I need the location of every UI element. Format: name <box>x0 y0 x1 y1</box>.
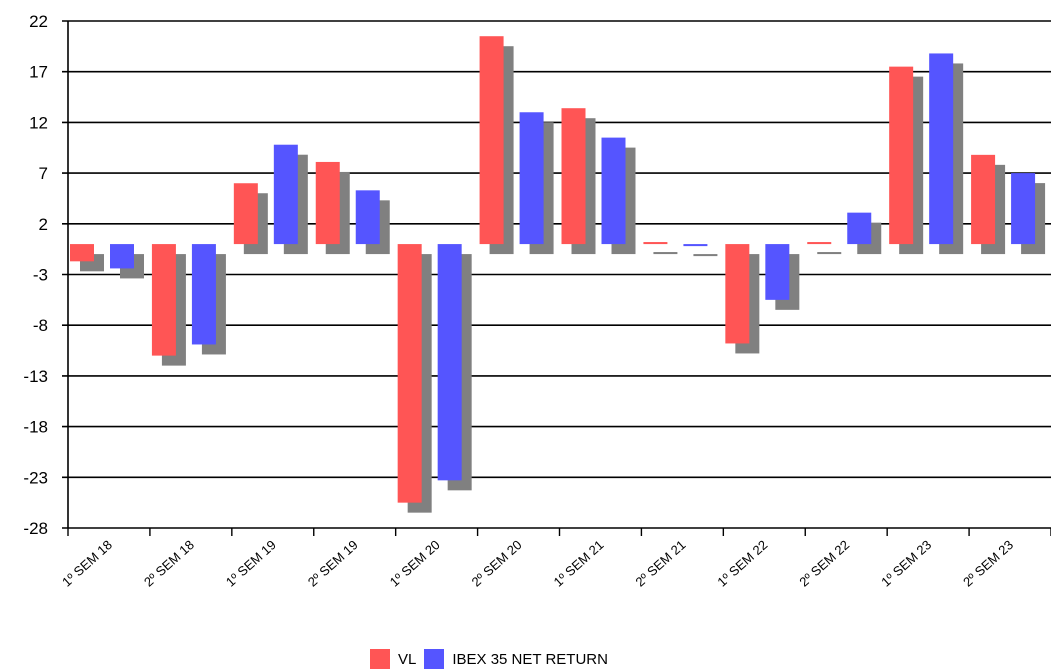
bar-vl <box>315 161 340 245</box>
bar-vl <box>479 36 504 245</box>
legend-item-ibex: IBEX 35 NET RETURN <box>424 649 608 669</box>
bar-vl <box>889 66 914 245</box>
legend-label-vl: VL <box>398 650 417 668</box>
legend-label-ibex: IBEX 35 NET RETURN <box>452 650 608 668</box>
y-axis-ticks: 22 17 12 7 2 -3 -8 -13 -18 -23 -28 <box>23 12 48 538</box>
gridlines <box>62 20 1051 529</box>
x-tick-label: 2º SEM 18 <box>141 537 197 590</box>
y-tick-label: -3 <box>33 266 48 285</box>
bar-vl <box>397 244 422 503</box>
y-tick-label: -13 <box>23 367 48 386</box>
bar-vl <box>725 244 750 344</box>
x-tick-label: 2º SEM 20 <box>469 537 525 590</box>
y-tick-label: 2 <box>39 215 48 234</box>
x-tick-label: 2º SEM 23 <box>960 537 1016 590</box>
bar-ibex <box>437 244 462 481</box>
x-tick-label: 1º SEM 23 <box>878 537 934 590</box>
bar-vl <box>233 183 258 245</box>
bar-ibex <box>847 212 872 245</box>
bar-ibex <box>765 244 790 300</box>
bar-vl <box>561 108 586 245</box>
bar-shadow <box>653 252 678 255</box>
bar-ibex <box>1011 173 1036 245</box>
y-tick-label: 7 <box>39 164 48 183</box>
legend: VL IBEX 35 NET RETURN <box>370 648 608 670</box>
bar-vl <box>971 154 996 245</box>
x-tick-label: 1º SEM 22 <box>714 537 770 590</box>
y-tick-label: 12 <box>29 113 48 132</box>
y-tick-label: 22 <box>29 12 48 31</box>
bar-chart: 22 17 12 7 2 -3 -8 -13 -18 -23 -28 1º SEM 18 2º SEM… <box>23 12 1051 590</box>
bar-ibex <box>601 137 626 245</box>
x-axis-labels: 1º SEM 18 2º SEM 18 1º SEM 19 2º SEM 19 1º S… <box>59 537 1016 590</box>
x-tick-label: 1º SEM 21 <box>551 537 607 590</box>
y-tick-label: -8 <box>33 316 48 335</box>
x-tick-label: 1º SEM 20 <box>387 537 443 590</box>
bar-ibex <box>273 144 298 245</box>
bar-ibex <box>683 244 708 247</box>
y-tick-label: -23 <box>23 468 48 487</box>
bar-ibex <box>110 244 134 269</box>
legend-item-vl: VL <box>370 649 416 669</box>
y-tick-label: -18 <box>23 418 48 437</box>
y-tick-label: 17 <box>29 63 48 82</box>
bar-shadow <box>817 252 842 255</box>
x-tick-label: 1º SEM 19 <box>223 537 279 590</box>
bars <box>70 36 1036 503</box>
bar-ibex <box>519 112 544 245</box>
x-axis <box>67 21 1051 536</box>
x-tick-label: 2º SEM 21 <box>632 537 688 590</box>
bar-ibex <box>929 53 954 245</box>
bar-ibex <box>355 190 380 245</box>
bar-shadow <box>693 254 718 257</box>
bar-ibex <box>191 244 216 345</box>
x-tick-label: 2º SEM 22 <box>796 537 852 590</box>
x-tick-label: 1º SEM 18 <box>59 537 115 590</box>
legend-swatch-ibex <box>424 649 445 669</box>
bar-vl <box>151 244 176 356</box>
x-tick-label: 2º SEM 19 <box>305 537 361 590</box>
bar-vl <box>643 242 668 245</box>
y-tick-label: -28 <box>23 519 48 538</box>
bar-vl <box>807 242 832 245</box>
legend-swatch-vl <box>370 649 390 669</box>
bar-vl <box>70 244 94 262</box>
